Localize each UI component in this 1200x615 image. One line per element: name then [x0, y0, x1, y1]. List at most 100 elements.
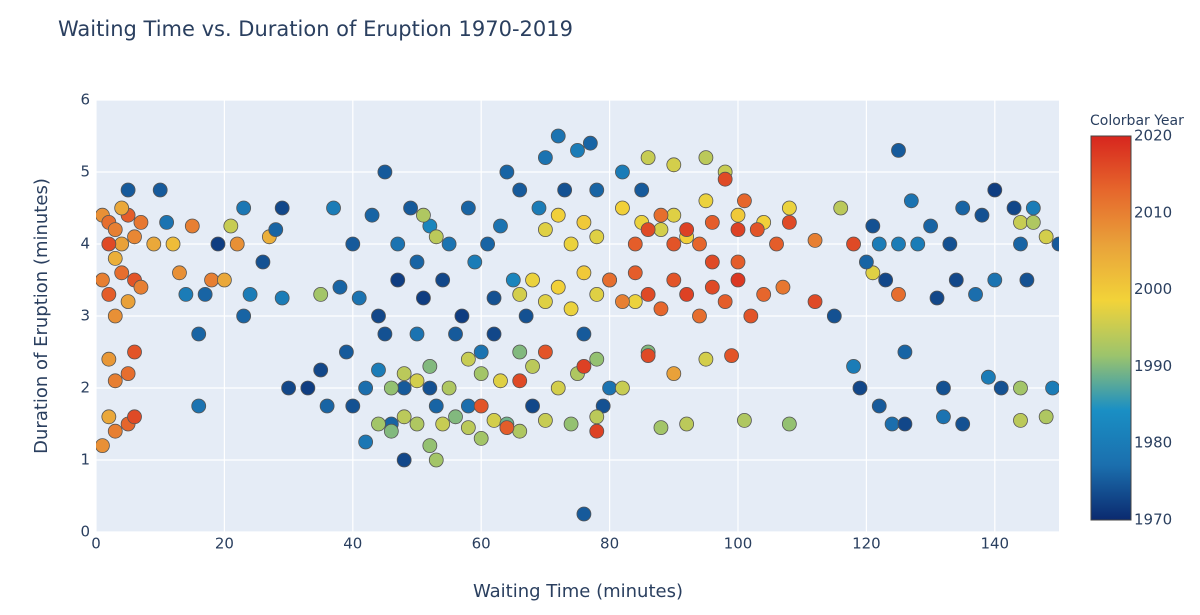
point: [640, 348, 656, 364]
point: [512, 423, 528, 439]
point: [460, 200, 476, 216]
point: [936, 409, 951, 425]
point: [428, 452, 444, 468]
point: [422, 358, 438, 374]
point: [704, 279, 720, 295]
point: [531, 200, 547, 216]
point: [371, 416, 386, 432]
point: [653, 301, 669, 317]
point: [1025, 200, 1041, 216]
point: [377, 326, 393, 342]
point: [1013, 380, 1028, 396]
point: [627, 294, 643, 310]
point: [717, 294, 733, 310]
point: [364, 207, 380, 223]
axes: 0 20 40 60 80 100 120 140 0 1 2 3 4 5 6 1970 1980 1990 200…: [80, 91, 1172, 553]
point: [486, 290, 502, 306]
point: [210, 236, 226, 252]
x-tick-label: 0: [91, 535, 101, 553]
point: [846, 236, 861, 252]
colorbar-tick-label: 2020: [1134, 127, 1172, 145]
point: [441, 236, 457, 252]
point: [550, 207, 566, 223]
point: [615, 164, 630, 180]
point: [679, 416, 695, 432]
point: [512, 286, 528, 302]
point: [704, 214, 720, 230]
point: [127, 344, 142, 360]
point: [955, 200, 971, 216]
point: [653, 222, 669, 238]
point: [602, 380, 617, 396]
x-tick-label: 20: [215, 535, 234, 553]
point: [1013, 214, 1028, 230]
point: [120, 366, 136, 382]
point: [666, 157, 682, 173]
point: [473, 398, 489, 414]
point: [460, 420, 476, 436]
point: [666, 236, 682, 252]
point: [512, 373, 528, 389]
point: [891, 236, 906, 252]
point: [589, 182, 605, 198]
point: [993, 380, 1009, 396]
point: [576, 214, 592, 230]
point: [826, 308, 842, 324]
point: [756, 286, 772, 302]
point: [878, 272, 894, 288]
point: [152, 182, 168, 198]
point: [769, 236, 784, 252]
point: [101, 286, 117, 302]
point: [1013, 412, 1028, 428]
point: [159, 214, 175, 230]
colorbar-title: Colorbar Year: [1090, 113, 1184, 129]
y-tick-label: 6: [80, 91, 90, 109]
point: [499, 164, 515, 180]
point: [371, 362, 386, 378]
point: [737, 193, 752, 209]
point: [563, 236, 579, 252]
point: [640, 150, 656, 166]
point: [101, 351, 117, 367]
point: [313, 286, 329, 302]
point: [184, 218, 200, 234]
point: [948, 272, 964, 288]
point: [493, 218, 508, 234]
point: [345, 236, 361, 252]
point: [435, 272, 451, 288]
point: [563, 301, 579, 317]
point: [146, 236, 162, 252]
point: [127, 409, 142, 425]
point: [730, 207, 746, 223]
grid: [95, 99, 1059, 533]
point: [383, 423, 399, 439]
point: [127, 229, 142, 245]
point: [505, 272, 521, 288]
point: [903, 193, 919, 209]
point: [473, 430, 489, 446]
colorbar-tick-label: 2010: [1134, 203, 1172, 221]
point: [133, 279, 149, 295]
point: [550, 128, 566, 144]
point: [968, 286, 983, 302]
point: [178, 286, 194, 302]
point: [615, 380, 630, 396]
point: [1038, 229, 1054, 245]
point: [428, 229, 444, 245]
point: [525, 272, 540, 288]
point: [570, 142, 585, 158]
point: [101, 236, 117, 252]
point: [557, 182, 573, 198]
point: [884, 416, 900, 432]
point: [852, 380, 868, 396]
point: [936, 380, 951, 396]
point: [1019, 272, 1035, 288]
point: [460, 351, 476, 367]
point: [897, 416, 913, 432]
point: [550, 380, 566, 396]
point: [396, 366, 412, 382]
point: [223, 218, 239, 234]
point: [229, 236, 245, 252]
point: [891, 142, 906, 158]
point: [486, 326, 502, 342]
